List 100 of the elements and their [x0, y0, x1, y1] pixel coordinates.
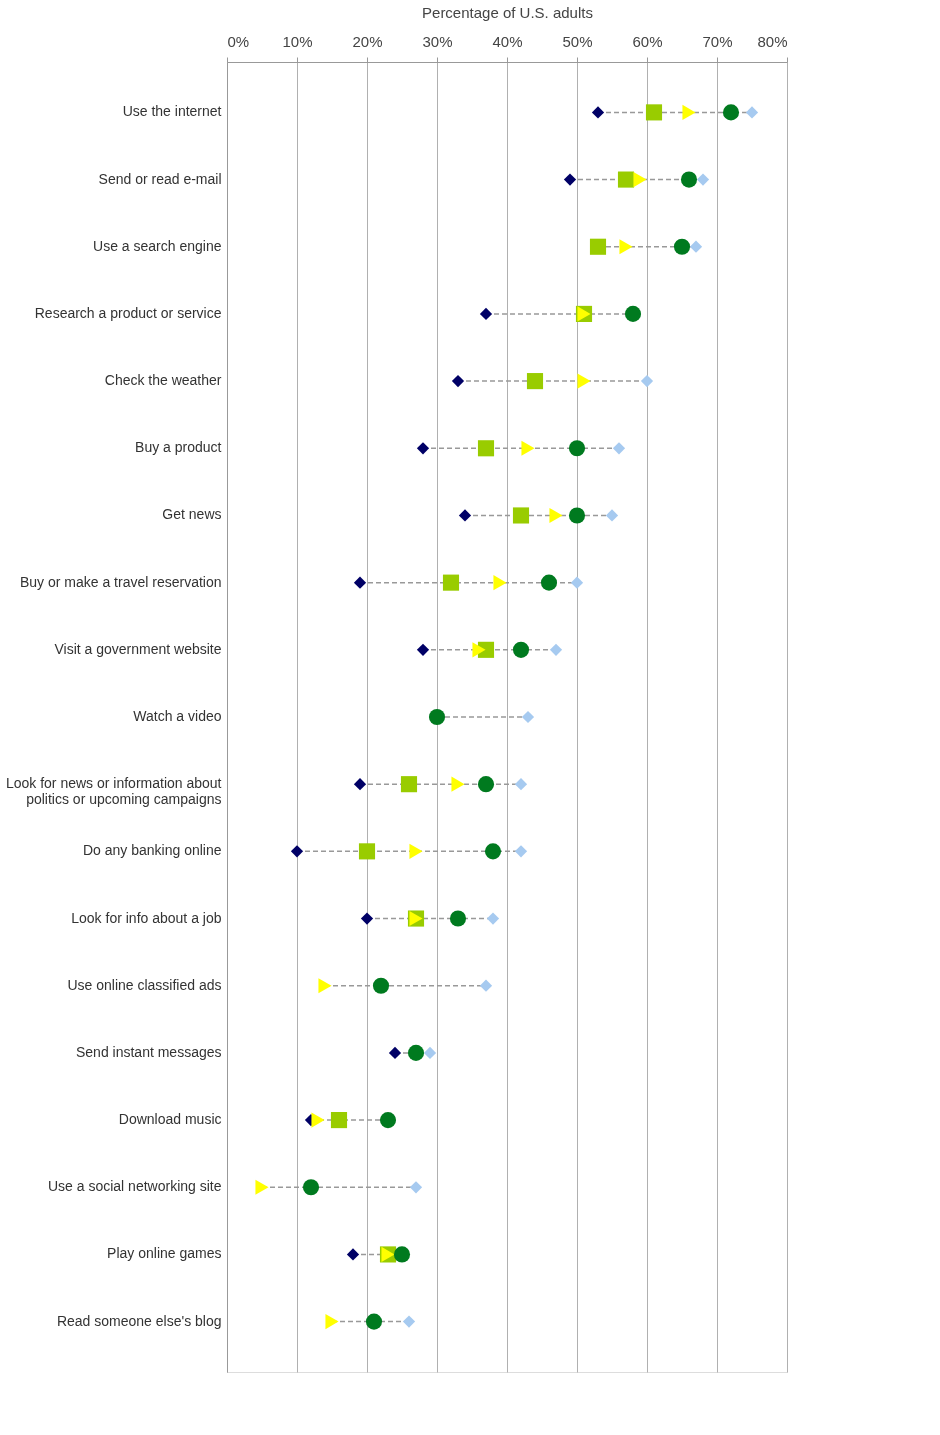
point — [570, 576, 584, 589]
point — [451, 776, 465, 792]
point — [449, 910, 467, 927]
point — [486, 912, 500, 925]
point — [451, 374, 465, 388]
point — [645, 104, 663, 121]
point — [696, 173, 710, 186]
point — [472, 642, 486, 658]
point — [673, 238, 691, 255]
point — [325, 1314, 339, 1330]
point — [393, 1246, 411, 1263]
point — [302, 1179, 320, 1196]
point — [619, 239, 633, 255]
point — [388, 1046, 402, 1060]
point — [563, 173, 577, 186]
point — [493, 575, 507, 591]
point — [318, 978, 332, 994]
y-tick-label: Visit a government website — [54, 640, 222, 657]
y-tick-label: Buy or make a travel reservation — [19, 573, 222, 590]
point — [605, 509, 619, 522]
point — [745, 106, 759, 119]
point — [379, 1112, 397, 1129]
point — [353, 576, 367, 589]
point — [512, 507, 530, 524]
x-tick-label: 10% — [282, 32, 313, 50]
point — [442, 574, 460, 591]
point — [680, 171, 698, 188]
y-tick-label: Get news — [162, 506, 222, 523]
y-tick-label: Send instant messages — [75, 1043, 222, 1060]
point — [589, 238, 607, 255]
point — [514, 845, 528, 858]
y-tick-label: Use a social networking site — [47, 1178, 222, 1195]
point — [479, 979, 493, 992]
y-tick-label: Use online classified ads — [67, 976, 222, 993]
x-tick-label: 80% — [757, 32, 788, 50]
y-tick-label: Check the weather — [104, 372, 222, 389]
point — [255, 1179, 269, 1195]
point — [416, 442, 430, 455]
y-tick-label: Look for news or information about politics or upcoming campaigns — [5, 775, 222, 808]
point — [423, 1046, 437, 1060]
point — [409, 843, 423, 859]
point — [402, 1315, 416, 1328]
y-tick-label: Play online games — [107, 1245, 222, 1262]
x-tick-label: 60% — [632, 32, 663, 50]
point — [521, 710, 535, 724]
y-tick-label: Send or read e-mail — [98, 170, 222, 187]
point — [346, 1248, 360, 1261]
point — [640, 374, 654, 388]
point — [540, 574, 558, 591]
point — [549, 507, 563, 524]
point — [514, 778, 528, 791]
point — [568, 440, 586, 457]
y-tick-label: Watch a video — [133, 708, 222, 724]
point — [428, 708, 446, 726]
point — [689, 240, 703, 253]
point — [360, 912, 374, 925]
point — [521, 440, 535, 456]
point — [400, 776, 418, 793]
y-tick-label: Use the internet — [122, 103, 222, 120]
y-tick-label: Download music — [118, 1111, 222, 1128]
point — [682, 104, 696, 120]
point — [365, 1313, 383, 1330]
point — [477, 440, 495, 457]
point — [633, 171, 647, 188]
point — [479, 307, 493, 321]
point — [330, 1112, 348, 1129]
point — [311, 1112, 325, 1128]
point — [407, 1044, 425, 1061]
point — [526, 373, 544, 390]
y-tick-label: Use a search engine — [93, 237, 222, 254]
point — [568, 507, 586, 524]
y-tick-label: Research a product or service — [34, 304, 222, 321]
point — [290, 845, 304, 858]
point — [484, 843, 502, 860]
x-tick-label: 20% — [352, 32, 383, 50]
point — [591, 106, 605, 119]
y-tick-label: Do any banking online — [82, 842, 222, 859]
point — [612, 442, 626, 455]
y-tick-label: Buy a product — [135, 439, 222, 456]
point — [477, 776, 495, 793]
point — [549, 643, 563, 656]
point — [617, 171, 635, 188]
point — [409, 1181, 423, 1194]
point — [353, 778, 367, 791]
point — [416, 643, 430, 656]
x-axis-title: Percentage of U.S. adults — [422, 3, 593, 21]
y-tick-label: Read someone else's blog — [56, 1312, 222, 1329]
point — [458, 509, 472, 522]
point — [722, 104, 740, 121]
x-tick-label: 50% — [562, 32, 593, 50]
x-tick-label: 30% — [422, 32, 453, 50]
point — [577, 373, 591, 389]
y-tick-label: Look for info about a job — [71, 909, 222, 926]
x-tick-label: 70% — [702, 32, 733, 50]
point — [372, 977, 390, 994]
point — [624, 305, 642, 322]
point — [358, 843, 376, 860]
x-tick-label: 40% — [492, 32, 523, 50]
point — [512, 641, 530, 658]
x-tick-label: 0% — [227, 32, 250, 50]
